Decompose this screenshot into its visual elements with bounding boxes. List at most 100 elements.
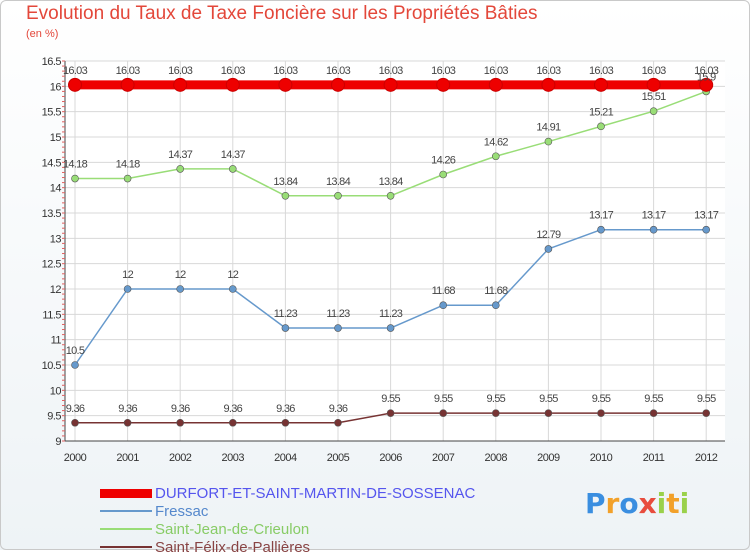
series-point — [176, 418, 184, 427]
y-tick-label: 12.5 — [42, 259, 62, 271]
x-tick-label: 2011 — [643, 452, 665, 464]
series-point — [229, 165, 237, 173]
data-label: 11.23 — [379, 308, 403, 320]
data-label: 16.03 — [694, 65, 719, 77]
y-tick-label: 13.5 — [42, 208, 62, 220]
data-label: 9.55 — [434, 393, 453, 405]
series-point — [488, 77, 503, 92]
data-label: 13.84 — [379, 176, 404, 188]
logo-letter: t — [666, 487, 680, 520]
x-tick-label: 2000 — [64, 452, 87, 464]
data-label: 16.03 — [484, 65, 509, 77]
series-point — [544, 245, 553, 253]
data-label: 11.68 — [484, 285, 508, 297]
y-tick-label: 16 — [50, 81, 62, 93]
series-point — [123, 174, 132, 183]
logo-letter: P — [585, 487, 606, 520]
series-point — [386, 191, 395, 200]
series-point — [176, 165, 184, 173]
series-point — [699, 77, 714, 92]
y-tick-label: 12 — [50, 284, 62, 296]
data-label: 16.03 — [589, 65, 614, 77]
series-point — [594, 77, 608, 92]
y-tick-label: 9 — [55, 436, 61, 448]
series-point — [597, 225, 605, 234]
series-point — [334, 191, 342, 200]
series-point — [649, 107, 658, 115]
data-label: 12 — [175, 269, 186, 281]
data-label: 13.17 — [589, 210, 614, 222]
data-label: 9.36 — [118, 403, 137, 415]
data-label: 14.18 — [116, 159, 141, 171]
data-label: 11.23 — [274, 308, 298, 320]
series-point — [386, 409, 395, 417]
data-label: 14.62 — [484, 136, 509, 148]
x-tick-label: 2002 — [169, 452, 192, 464]
data-label: 9.55 — [697, 393, 716, 405]
unit-label: (en %) — [26, 28, 59, 40]
legend-label: Fressac — [155, 502, 209, 520]
data-label: 16.03 — [273, 65, 298, 77]
series-point — [331, 77, 345, 92]
series-point — [491, 152, 500, 161]
legend-swatch — [100, 528, 152, 530]
data-label: 9.36 — [329, 403, 348, 415]
series-point — [702, 225, 711, 234]
proxiti-logo: Proxiti — [585, 487, 689, 520]
series-point — [646, 77, 661, 92]
series-point — [71, 174, 79, 183]
legend-label: DURFORT-ET-SAINT-MARTIN-DE-SOSSENAC — [155, 484, 476, 502]
legend-label: Saint-Félix-de-Pallières — [155, 538, 311, 556]
data-label: 16.03 — [536, 65, 561, 77]
series-point — [439, 301, 448, 310]
data-label: 16.03 — [116, 65, 141, 77]
data-label: 14.37 — [221, 149, 246, 161]
x-tick-label: 2012 — [695, 452, 718, 464]
legend-swatch — [100, 488, 152, 498]
y-tick-label: 11 — [51, 335, 62, 347]
plot-area — [65, 61, 725, 441]
series-point — [123, 285, 132, 293]
legend-item: Saint-Jean-de-Crieulon — [100, 520, 475, 538]
series-point — [229, 418, 237, 427]
data-label: 15.21 — [589, 106, 614, 118]
series-point — [225, 77, 240, 92]
series-point — [491, 409, 500, 417]
data-label: 15.9 — [697, 71, 716, 83]
data-label: 16.03 — [431, 65, 456, 77]
data-label: 9.55 — [486, 393, 505, 405]
x-tick-label: 2008 — [485, 452, 508, 464]
chart-title: Evolution du Taux de Taxe Foncière sur l… — [26, 3, 538, 24]
x-tick-label: 2009 — [537, 452, 560, 464]
logo-letter: i — [679, 487, 690, 520]
y-tick-label: 15 — [50, 132, 62, 144]
series-point — [439, 409, 448, 417]
series-point — [71, 361, 79, 369]
data-label: 16.03 — [326, 65, 351, 77]
data-label: 13.84 — [326, 176, 351, 188]
series-point — [439, 170, 448, 179]
series-point — [386, 324, 395, 332]
data-label: 12 — [227, 269, 238, 281]
x-tick-label: 2010 — [590, 452, 613, 464]
logo-letter: i — [656, 487, 667, 520]
series-point — [544, 409, 553, 417]
chart-legend: DURFORT-ET-SAINT-MARTIN-DE-SOSSENAC Fress… — [100, 484, 475, 556]
data-label: 16.03 — [63, 65, 88, 77]
series-point — [541, 77, 556, 92]
series-point — [123, 418, 132, 427]
data-label: 14.18 — [63, 159, 88, 171]
series-point — [649, 225, 658, 234]
series-point — [281, 191, 290, 200]
x-tick-label: 2006 — [379, 452, 402, 464]
series-point — [68, 77, 82, 92]
x-tick-label: 2007 — [432, 452, 455, 464]
y-tick-label: 10 — [50, 385, 62, 397]
data-label: 14.26 — [431, 154, 456, 166]
data-label: 9.36 — [171, 403, 190, 415]
y-tick-label: 10.5 — [42, 360, 62, 372]
legend-item: Saint-Félix-de-Pallières — [100, 538, 475, 556]
series-point — [491, 301, 500, 310]
data-label: 16.03 — [221, 65, 246, 77]
data-label: 9.36 — [223, 403, 242, 415]
